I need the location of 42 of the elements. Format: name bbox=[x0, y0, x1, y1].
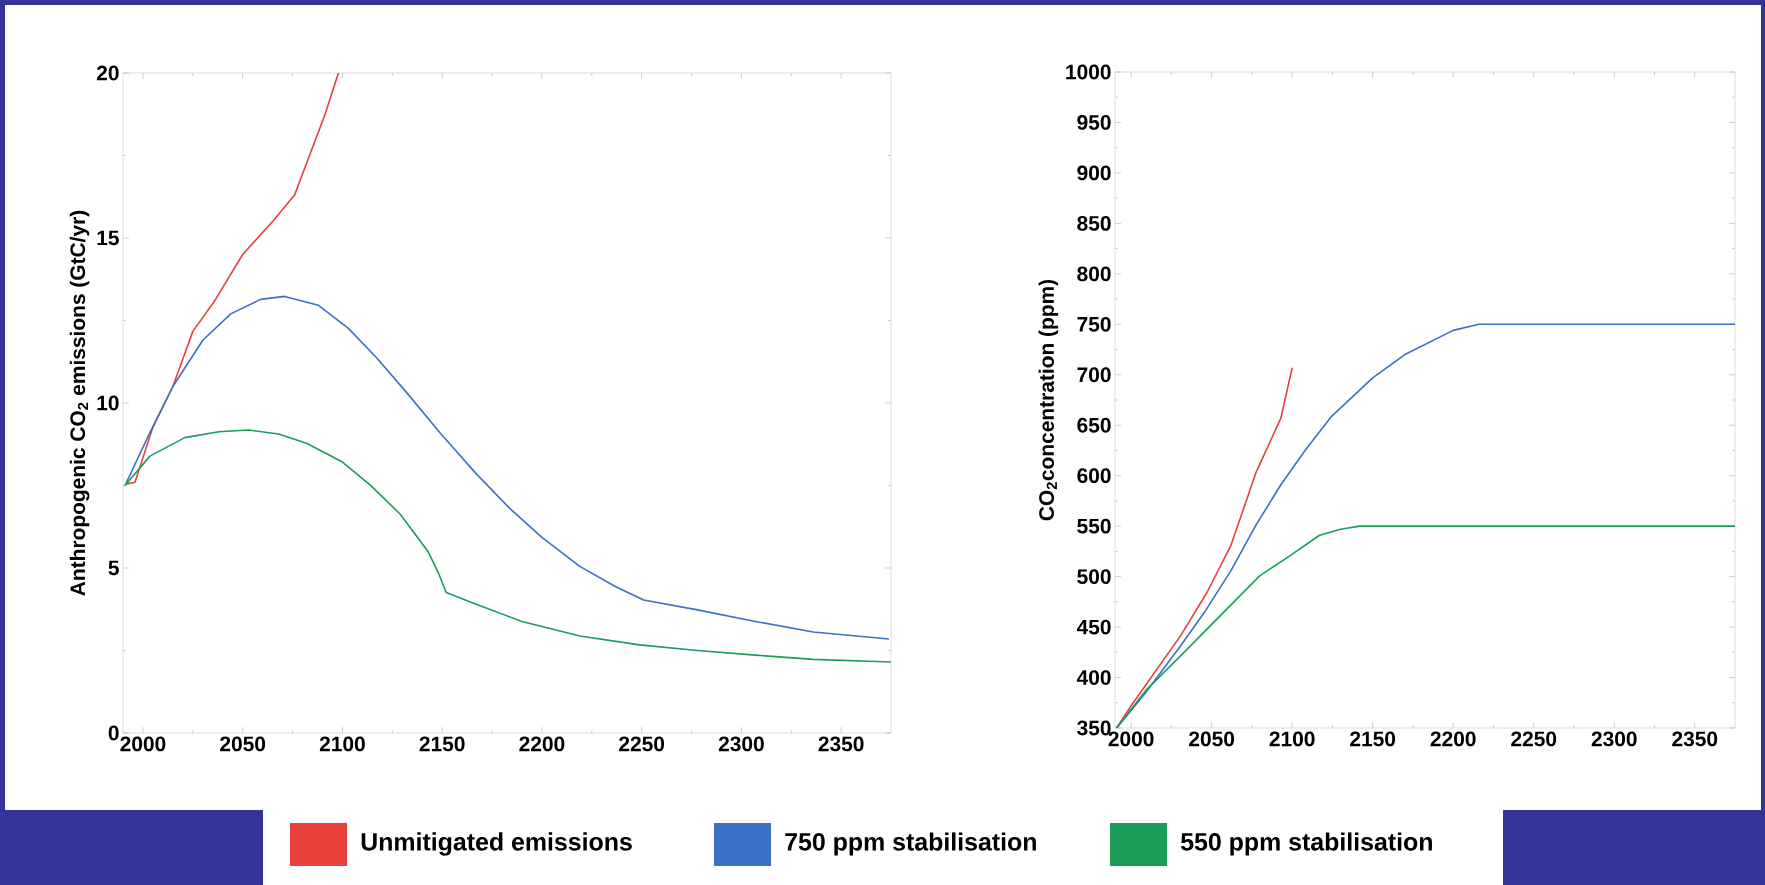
y-tick-label: 700 bbox=[1077, 367, 1111, 383]
y-tick-label: 500 bbox=[1077, 569, 1111, 585]
y-tick-label: 400 bbox=[1076, 670, 1111, 685]
line-series bbox=[124, 295, 890, 640]
x-tick-label: 2100 bbox=[319, 736, 365, 752]
y-tick-label: 20 bbox=[96, 65, 119, 81]
y-tick-label: 550 bbox=[1077, 518, 1111, 534]
legend-label: 750 ppm stabilisation bbox=[785, 832, 1036, 856]
legend-label: 550 ppm stabilisation bbox=[1180, 832, 1432, 856]
y-tick-label: 950 bbox=[1077, 115, 1111, 130]
line-series bbox=[126, 72, 340, 485]
x-tick-label: 2350 bbox=[818, 736, 864, 752]
x-tick-label: 2150 bbox=[1350, 731, 1396, 747]
y-tick-label: 15 bbox=[97, 230, 119, 246]
y-tick-label: 750 bbox=[1077, 316, 1111, 332]
y-tick-label: 0 bbox=[108, 725, 119, 741]
y-tick-label: 800 bbox=[1077, 266, 1111, 282]
y-axis-title: CO$_{2}$concentration (ppm) bbox=[1038, 279, 1059, 521]
y-tick-label: 1000 bbox=[1066, 64, 1111, 80]
x-tick-label: 2250 bbox=[1511, 731, 1557, 747]
y-tick-label: 650 bbox=[1077, 417, 1111, 433]
y-tick-label: 850 bbox=[1077, 215, 1111, 231]
x-tick-label: 2050 bbox=[1189, 731, 1235, 747]
legend-label: Unmitigated emissions bbox=[361, 832, 632, 856]
x-tick-label: 2300 bbox=[1591, 731, 1637, 747]
x-tick-label: 2150 bbox=[419, 736, 465, 752]
y-tick-label: 600 bbox=[1077, 468, 1111, 484]
x-tick-label: 2100 bbox=[1269, 731, 1315, 747]
y-tick-label: 5 bbox=[108, 560, 119, 576]
y-axis-title: Anthropogenic CO$_{2}$ emissions (GtC/yr) bbox=[69, 210, 90, 596]
x-tick-label: 2000 bbox=[120, 736, 166, 752]
y-tick-label: 450 bbox=[1076, 619, 1111, 635]
x-tick-label: 2300 bbox=[718, 736, 764, 752]
x-tick-label: 2250 bbox=[619, 736, 665, 752]
line-series bbox=[1115, 525, 1736, 728]
line-series bbox=[124, 429, 892, 663]
x-tick-label: 2200 bbox=[1430, 731, 1476, 747]
x-tick-label: 2350 bbox=[1672, 731, 1718, 747]
x-tick-label: 2200 bbox=[519, 736, 565, 752]
x-tick-label: 2050 bbox=[220, 736, 266, 752]
y-tick-label: 10 bbox=[97, 395, 119, 411]
y-tick-label: 900 bbox=[1077, 165, 1111, 181]
